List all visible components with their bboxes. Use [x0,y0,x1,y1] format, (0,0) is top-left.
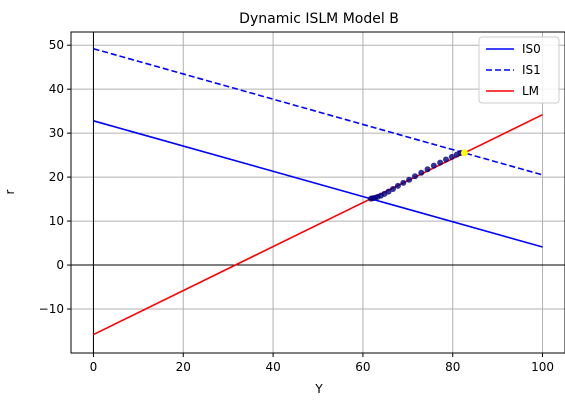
legend-label-is0: IS0 [522,42,541,56]
y-tick-label: −10 [39,302,64,316]
series-line-is1 [93,47,543,176]
path-point [394,182,401,189]
series-line-lm [93,113,543,336]
plot-frame [70,31,565,354]
legend-label-lm: LM [522,84,539,98]
path-point [389,185,396,192]
path-point [448,153,455,160]
path-point [385,188,392,195]
y-tick-label: 20 [49,170,64,184]
series-layer [93,47,543,336]
legend-label-is1: IS1 [522,63,541,77]
path-points-layer [367,149,468,202]
y-tick-label: 10 [49,214,64,228]
path-point [406,176,413,183]
y-tick-label: 30 [49,126,64,140]
x-ticks: 0 20 40 60 80 100 [90,353,554,374]
path-point [437,159,444,166]
x-tick-label: 40 [265,360,280,374]
chart-title: Dynamic ISLM Model B [239,11,399,27]
y-axis-label: r [3,189,17,194]
x-tick-label: 80 [445,360,460,374]
x-axis-label: Y [314,382,323,396]
x-tick-label: 20 [176,360,191,374]
x-tick-label: 60 [355,360,370,374]
path-point [418,169,425,176]
path-point [442,156,449,163]
series-line-is0 [93,120,543,248]
zero-axes [71,32,565,353]
path-point [412,173,419,180]
y-ticks: −10 0 10 20 30 40 50 [39,38,71,316]
y-tick-label: 40 [49,82,64,96]
legend: IS0 IS1 LM [478,36,560,104]
x-tick-label: 100 [531,360,554,374]
x-tick-label: 0 [90,360,98,374]
path-point [430,162,437,169]
path-point [400,179,407,186]
y-tick-label: 0 [56,258,64,272]
end-point [460,149,468,157]
y-tick-label: 50 [49,38,64,52]
legend-box [478,36,560,104]
path-point [424,166,431,173]
